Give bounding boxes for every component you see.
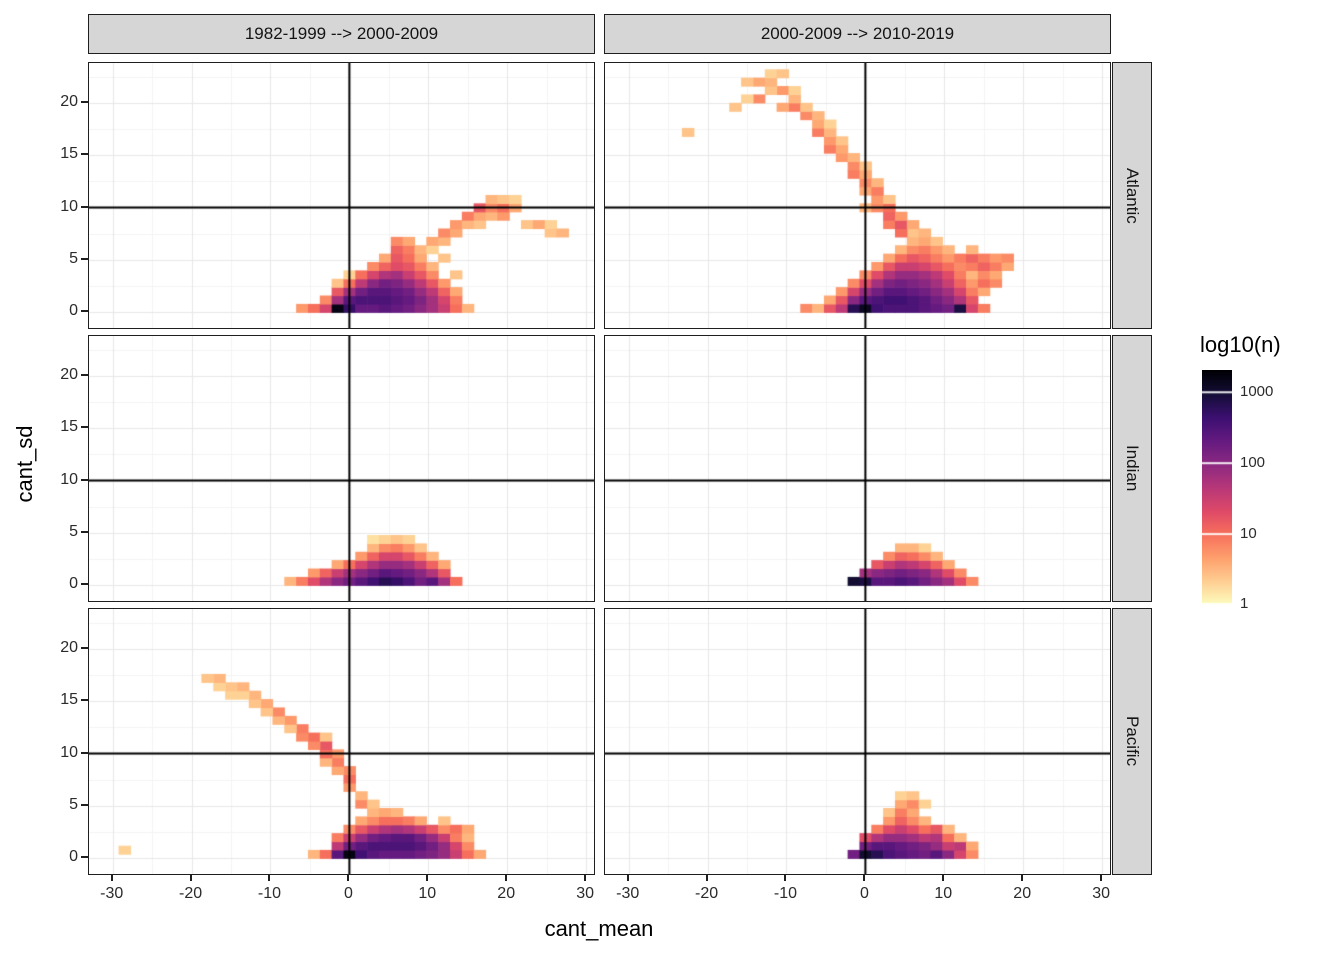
legend-title: log10(n) [1200,332,1281,357]
y-tick-mark [81,205,88,208]
x-tick-mark [784,874,787,881]
x-tick-label: -20 [695,885,719,902]
y-tick-label: 5 [69,249,78,267]
y-tick-mark [81,530,88,533]
y-tick-mark [81,646,88,649]
x-tick-mark [189,874,192,881]
y-tick-mark [81,257,88,260]
colorbar-legend: log10(n) 1000 100 10 1 [1196,332,1336,612]
y-tick-mark [81,153,88,156]
facet-col-strip-2: 2000-2009 --> 2010-2019 [604,14,1111,54]
x-tick-label: 20 [1013,885,1032,902]
heatmap-canvas [89,609,594,874]
heatmap-canvas [89,336,594,601]
facet-row-label-atlantic: Atlantic [1123,167,1142,224]
y-tick-label: 15 [60,418,78,436]
heatmap-canvas [605,609,1110,874]
x-tick-mark [942,874,945,881]
y-tick-mark [81,699,88,702]
y-tick-label: 0 [69,848,78,866]
legend-tick-label: 100 [1240,454,1266,472]
x-axis-title: cant_mean [544,916,654,941]
x-tick-mark [110,874,113,881]
x-tick-label: 0 [343,885,353,902]
y-tick-mark [81,583,88,586]
facet-row-label-pacific: Pacific [1123,716,1142,767]
x-tick-mark [705,874,708,881]
panel-pacific-period1 [88,608,595,875]
facet-row-strip-atlantic: Atlantic [1112,62,1152,329]
y-tick-label: 15 [60,145,78,163]
x-tick-mark [347,874,350,881]
y-tick-label: 5 [69,522,78,540]
heatmap-canvas [89,63,594,328]
y-tick-mark [81,373,88,376]
legend-tick-label: 1 [1240,595,1249,612]
x-tick-label: 10 [934,885,953,902]
y-tick-mark [81,426,88,429]
y-tick-mark [81,100,88,103]
x-tick-mark [505,874,508,881]
x-tick-mark [1100,874,1103,881]
y-tick-label: 10 [60,470,78,488]
x-tick-mark [626,874,629,881]
panel-atlantic-period1 [88,62,595,329]
x-tick-label: -10 [773,885,798,902]
panel-indian-period1 [88,335,595,602]
x-tick-mark [268,874,271,881]
legend-tick-label: 1000 [1240,383,1274,401]
panel-atlantic-period2 [604,62,1111,329]
x-tick-label: 20 [497,885,516,902]
x-tick-label: 30 [1092,885,1110,902]
y-tick-label: 10 [60,197,78,215]
panel-indian-period2 [604,335,1111,602]
x-tick-mark [1021,874,1024,881]
x-tick-mark [584,874,587,881]
heatmap-canvas [605,336,1110,601]
legend-tick-label: 10 [1240,525,1257,543]
heatmap-canvas [605,63,1110,328]
facet-row-strip-indian: Indian [1112,335,1152,602]
facet-col-label-2: 2000-2009 --> 2010-2019 [760,24,955,43]
legend-colorbar-wrap [1202,370,1232,610]
y-tick-label: 20 [60,638,78,656]
y-tick-label: 20 [60,92,78,110]
facet-col-strip-1: 1982-1999 --> 2000-2009 [88,14,595,54]
y-tick-mark [81,751,88,754]
y-tick-label: 5 [69,795,78,813]
y-tick-mark [81,310,88,313]
x-tick-label: 10 [418,885,437,902]
y-tick-label: 0 [69,302,78,320]
x-tick-label: -20 [179,885,203,902]
x-tick-mark [863,874,866,881]
y-tick-label: 0 [69,575,78,593]
facet-row-label-indian: Indian [1123,445,1142,492]
legend-colorbar [1202,370,1232,605]
y-tick-mark [81,478,88,481]
y-tick-mark [81,803,88,806]
x-tick-mark [426,874,429,881]
facet-row-strip-pacific: Pacific [1112,608,1152,875]
x-tick-label: 30 [576,885,594,902]
y-tick-label: 15 [60,691,78,709]
panel-pacific-period2 [604,608,1111,875]
x-tick-label: -30 [616,885,640,902]
x-tick-label: -10 [257,885,282,902]
y-tick-label: 20 [60,365,78,383]
y-tick-mark [81,856,88,859]
facet-col-label-1: 1982-1999 --> 2000-2009 [244,24,439,43]
x-tick-label: 0 [859,885,869,902]
y-tick-label: 10 [60,743,78,761]
x-tick-label: -30 [100,885,124,902]
